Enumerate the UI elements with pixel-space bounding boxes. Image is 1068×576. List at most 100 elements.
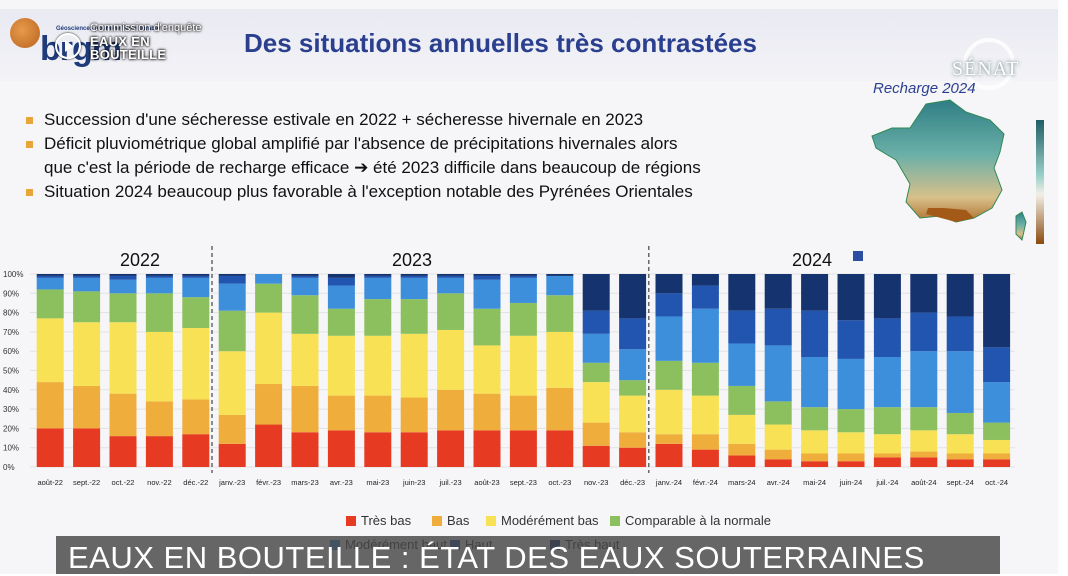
bar-segment (910, 351, 938, 408)
bar-segment (327, 335, 355, 396)
y-tick-label: 70% (3, 328, 19, 337)
x-tick-label: juin-24 (839, 478, 863, 487)
bullet-item: Déficit pluviométrique global amplifié p… (26, 132, 701, 156)
map-color-scale (1036, 120, 1044, 244)
bar-segment (109, 322, 137, 394)
bar-segment (619, 395, 647, 433)
bar-segment (327, 285, 355, 309)
bar-segment (837, 358, 865, 410)
bar-segment (73, 428, 101, 467)
y-tick-label: 100% (3, 270, 23, 279)
bar-segment (691, 395, 719, 435)
bar-segment (364, 432, 392, 467)
bullet-text: Situation 2024 beaucoup plus favorable à… (44, 182, 693, 201)
bar-segment (437, 277, 465, 294)
bar-segment (873, 453, 901, 458)
bar-segment (801, 356, 829, 408)
bar-segment (400, 397, 428, 433)
bar-segment (546, 331, 574, 388)
bar-segment (473, 274, 501, 276)
bar-segment (983, 439, 1011, 454)
bar-segment (655, 360, 683, 390)
bar-segment (582, 362, 610, 383)
x-tick-label: oct.-24 (985, 478, 1008, 487)
bar-segment (291, 385, 319, 433)
bar-segment (619, 349, 647, 381)
bar-segment (400, 277, 428, 300)
legend-swatch (610, 516, 620, 526)
bar-segment (145, 274, 173, 276)
bar-segment (801, 407, 829, 431)
bar-segment (182, 297, 210, 329)
play-icon[interactable] (55, 33, 81, 59)
x-tick-label: déc.-22 (183, 478, 208, 487)
legend-item: Bas (432, 513, 469, 528)
y-tick-label: 90% (3, 289, 19, 298)
bar-segment (946, 459, 974, 467)
bar-segment (182, 434, 210, 467)
bar-segment (509, 275, 537, 278)
bar-segment (218, 443, 246, 467)
y-tick-label: 40% (3, 386, 19, 395)
groundwater-chart: 0% 10% 20% 30% 40% 50% 60% 70% 80% 90% 100% août-22… (3, 246, 1015, 487)
bar-segment (728, 343, 756, 386)
x-tick-label: sept.-24 (947, 478, 974, 487)
bar-segment (946, 351, 974, 413)
bar-segment (546, 295, 574, 332)
bar-segment (655, 316, 683, 361)
bar-segment (764, 308, 792, 346)
bar-segment (509, 274, 537, 276)
bar-segment (255, 283, 283, 313)
x-tick-label: avr.-23 (330, 478, 353, 487)
bar-segment (109, 436, 137, 467)
bullet-list: Succession d'une sécheresse estivale en … (26, 108, 701, 204)
x-tick-label: avr.-24 (767, 478, 790, 487)
bar-segment (582, 382, 610, 423)
y-tick-label: 20% (3, 424, 19, 433)
bar-segment (73, 275, 101, 278)
x-tick-label: févr.-23 (256, 478, 281, 487)
bar-segment (983, 459, 1011, 467)
bullet-text: Déficit pluviométrique global amplifié p… (44, 134, 678, 153)
bar-segment (327, 277, 355, 286)
bar-segment (437, 274, 465, 276)
x-tick-label: févr.-24 (693, 478, 718, 487)
bar-segment (619, 380, 647, 396)
bar-segment (473, 393, 501, 431)
bar-segment (728, 310, 756, 344)
bar-segment (946, 434, 974, 454)
bullet-text: Succession d'une sécheresse estivale en … (44, 110, 644, 129)
bar-segment (109, 279, 137, 294)
legend-label: Très bas (361, 513, 412, 528)
bar-segment (582, 274, 610, 311)
bar-segment (764, 424, 792, 450)
bar-segment (473, 279, 501, 309)
bar-segment (473, 430, 501, 467)
bar-segment (400, 432, 428, 467)
slide-header (0, 9, 1068, 81)
commission-title-1: EAUX EN (90, 34, 150, 49)
bar-segment (218, 274, 246, 276)
x-tick-label: juil.-23 (439, 478, 462, 487)
x-tick-label: août-24 (911, 478, 936, 487)
france-outline (871, 99, 1005, 223)
bar-segment (73, 322, 101, 386)
bar-segment (582, 445, 610, 467)
bar-segment (728, 455, 756, 467)
bar-segment (291, 274, 319, 276)
bar-segment (509, 395, 537, 431)
bar-segment (946, 316, 974, 352)
commission-line: Commission d'enquête (90, 22, 202, 34)
x-tick-label: janv.-24 (655, 478, 682, 487)
bullet-text: que c'est la période de recharge efficac… (44, 158, 701, 177)
bar-segment (36, 275, 64, 278)
bar-segment (291, 432, 319, 467)
legend-swatch (432, 516, 442, 526)
legend-label: Comparable à la normale (625, 513, 771, 528)
bar-segment (255, 424, 283, 467)
bar-segment (910, 312, 938, 352)
bar-segment (728, 443, 756, 456)
bar-segment (255, 312, 283, 385)
bar-segment (983, 274, 1011, 348)
